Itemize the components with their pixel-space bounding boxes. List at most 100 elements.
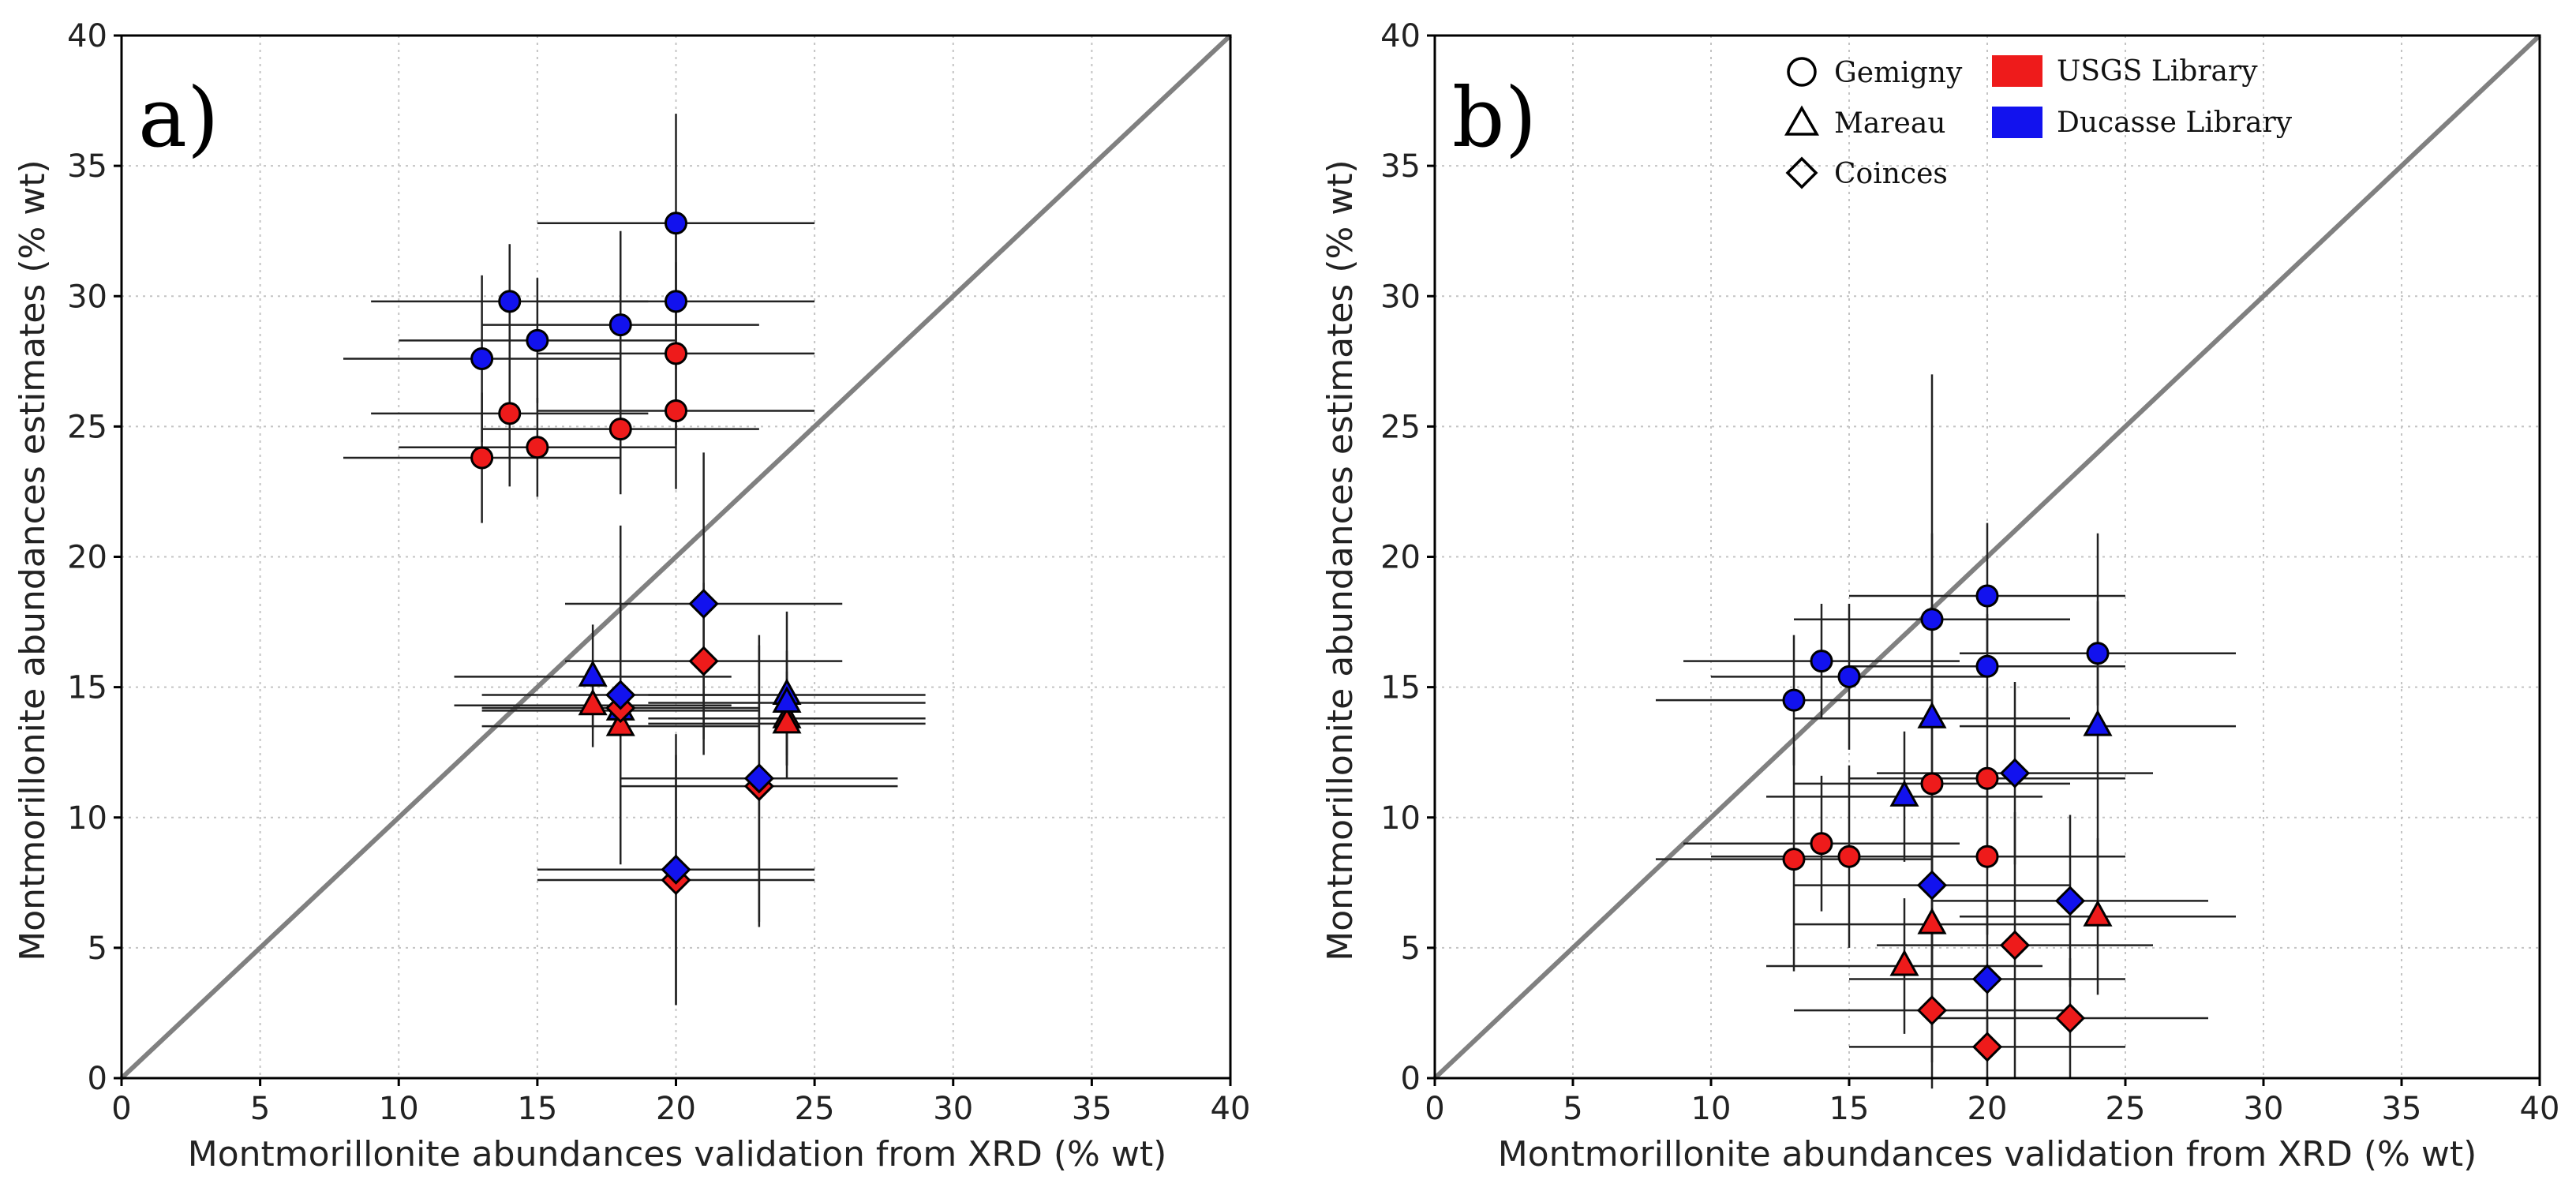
panel-a-point-circle-usgs xyxy=(608,418,632,441)
panel-b-point-diamond-usgs xyxy=(1999,930,2031,961)
legend-label-coinces: Coinces xyxy=(1834,158,1948,190)
panel-a-y-tick-label: 40 xyxy=(67,18,107,54)
panel-b-y-tick-label: 10 xyxy=(1380,800,1421,837)
legend-circle-icon xyxy=(1787,57,1817,87)
panel-b-point-diamond-ducasse xyxy=(1971,964,2003,994)
legend-label-usgs: USGS Library xyxy=(2057,55,2258,88)
panel-a-label: a) xyxy=(138,69,219,166)
panel-a-point-circle-usgs xyxy=(470,446,494,470)
panel-b-point-diamond-ducasse xyxy=(2054,886,2086,916)
panel-a-point-diamond-ducasse xyxy=(605,680,636,710)
panel-b-x-tick-label: 10 xyxy=(1691,1091,1732,1127)
panel-b-point-circle-ducasse xyxy=(1975,584,1999,608)
panel-a-point-circle-usgs xyxy=(665,399,687,423)
panel-a-identity-line xyxy=(119,33,1233,1081)
panel-b-point-circle-ducasse xyxy=(2086,642,2110,665)
panel-a-point-diamond-ducasse xyxy=(688,588,719,620)
panel-a-point-circle-usgs xyxy=(526,436,549,459)
panel-b-y-axis-title: Montmorillonite abundances estimates (% … xyxy=(1320,159,1361,961)
panel-b-x-tick-label: 20 xyxy=(1968,1091,2008,1127)
legend-label-mareau: Mareau xyxy=(1834,107,1946,140)
panel-b-x-tick-label: 5 xyxy=(1563,1091,1582,1127)
panel-b-point-circle-usgs xyxy=(1975,845,1999,868)
panel-a-point-diamond-ducasse xyxy=(743,763,774,794)
panel-a-x-tick-label: 35 xyxy=(1072,1091,1112,1127)
panel-b-point-circle-usgs xyxy=(1810,832,1833,856)
panel-a-ticks: 0 5 10 15 20 25 30 35 40 0 5 10 15 20 25 30 35 40 xyxy=(67,18,1250,1127)
panel-a-y-tick-label: 20 xyxy=(67,540,107,576)
panel-a-point-triangle-ducasse xyxy=(578,660,608,687)
panel-b-y-tick-label: 15 xyxy=(1380,670,1421,706)
panel-b-point-diamond-usgs xyxy=(1971,1032,2003,1062)
panel-b-point-triangle-ducasse xyxy=(1889,780,1919,807)
panel-b-y-tick-label: 40 xyxy=(1380,18,1421,54)
panel-a-point-circle-usgs xyxy=(665,342,687,365)
panel-b-point-circle-ducasse xyxy=(1810,650,1833,673)
panel-a-x-tick-label: 15 xyxy=(517,1091,557,1127)
panel-b-y-tick-label: 25 xyxy=(1380,409,1421,445)
panel-a-x-tick-label: 5 xyxy=(250,1091,270,1127)
panel-b-x-tick-label: 0 xyxy=(1425,1091,1444,1127)
panel-b-y-tick-label: 0 xyxy=(1401,1061,1421,1097)
legend-label-ducasse: Ducasse Library xyxy=(2057,107,2293,139)
panel-b-point-circle-usgs xyxy=(1975,766,1999,790)
panel-b-y-tick-label: 30 xyxy=(1380,279,1421,315)
panel-b-x-tick-label: 15 xyxy=(1829,1091,1870,1127)
panel-a-point-triangle-usgs xyxy=(578,688,608,716)
panel-b-point-circle-ducasse xyxy=(1837,665,1861,688)
panel-a-x-tick-label: 40 xyxy=(1211,1091,1251,1127)
panel-b-ticks: 0 5 10 15 20 25 30 35 40 0 5 10 15 20 25 30 35 40 xyxy=(1380,18,2559,1127)
panel-b-label: b) xyxy=(1452,69,1537,166)
panel-a-x-axis-title: Montmorillonite abundances validation fr… xyxy=(188,1134,1166,1174)
panel-b-x-tick-label: 25 xyxy=(2106,1091,2146,1127)
panel-a-point-diamond-usgs xyxy=(688,646,719,676)
panel-a-y-axis-title: Montmorillonite abundances estimates (% … xyxy=(13,159,53,961)
panel-a-point-circle-ducasse xyxy=(470,347,494,371)
panel-b-point-triangle-ducasse xyxy=(2083,710,2113,736)
panel-a-point-circle-ducasse xyxy=(498,290,522,313)
panel-b-x-axis-title: Montmorillonite abundances validation fr… xyxy=(1498,1134,2477,1174)
panel-a-y-tick-label: 5 xyxy=(88,931,107,967)
panel-a-point-circle-ducasse xyxy=(526,328,549,352)
panel-a-y-tick-label: 35 xyxy=(67,148,107,185)
panel-b-point-triangle-usgs xyxy=(1889,949,1919,976)
panel-b-point-triangle-ducasse xyxy=(1917,702,1947,728)
panel-b-point-circle-usgs xyxy=(1920,772,1944,796)
panel-b-y-tick-label: 35 xyxy=(1380,148,1421,185)
panel-b-point-diamond-usgs xyxy=(2054,1002,2086,1034)
panel-b-point-circle-ducasse xyxy=(1782,688,1806,712)
legend: Gemigny Mareau Coinces USGS Library Duca… xyxy=(1784,55,2293,190)
panel-a-y-tick-label: 15 xyxy=(67,670,107,706)
panel-b-point-triangle-usgs xyxy=(1917,908,1947,934)
panel-b-point-diamond-ducasse xyxy=(1916,870,1948,901)
panel-a-point-triangle-usgs xyxy=(772,706,802,734)
panel-b-x-tick-label: 30 xyxy=(2244,1091,2284,1127)
panel-a-markers xyxy=(470,212,802,896)
panel-a-identity-layer xyxy=(119,33,1233,1081)
legend-triangle-icon xyxy=(1784,105,1820,136)
panel-b-point-diamond-ducasse xyxy=(1999,758,2031,788)
panel-a-y-tick-label: 10 xyxy=(67,800,107,837)
panel-b-point-circle-usgs xyxy=(1782,848,1806,871)
panel-b-markers xyxy=(1782,584,2113,1062)
legend-ducasse-swatch xyxy=(1992,107,2042,138)
panel-b-x-tick-label: 35 xyxy=(2382,1091,2422,1127)
panel-a-point-circle-ducasse xyxy=(665,290,687,313)
panel-b-y-tick-label: 5 xyxy=(1401,931,1421,967)
panel-a: 0 5 10 15 20 25 30 35 40 0 5 10 15 20 25 30 35 40 a) Mont… xyxy=(13,18,1250,1174)
panel-a-point-triangle-ducasse xyxy=(772,686,802,713)
panel-b-point-circle-usgs xyxy=(1837,845,1861,868)
panel-a-y-tick-label: 30 xyxy=(67,279,107,315)
panel-b: 0 5 10 15 20 25 30 35 40 0 5 10 15 20 25 30 35 40 b) Mont… xyxy=(1320,18,2559,1174)
panel-a-point-circle-usgs xyxy=(498,402,522,425)
legend-usgs-swatch xyxy=(1992,55,2042,87)
panel-a-x-tick-label: 20 xyxy=(656,1091,696,1127)
panel-a-x-tick-label: 0 xyxy=(111,1091,131,1127)
panel-a-x-tick-label: 25 xyxy=(795,1091,835,1127)
panel-a-y-tick-label: 25 xyxy=(67,409,107,445)
panel-b-x-tick-label: 40 xyxy=(2520,1091,2560,1127)
panel-a-point-diamond-ducasse xyxy=(661,854,691,885)
panel-a-x-tick-label: 10 xyxy=(379,1091,419,1127)
